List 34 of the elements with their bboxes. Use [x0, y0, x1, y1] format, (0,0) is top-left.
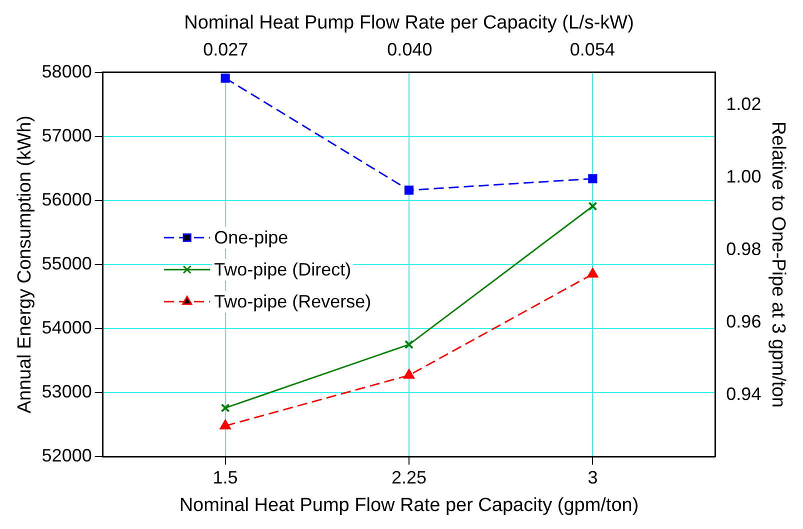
x-tick-label: 3 [588, 467, 598, 488]
point [404, 186, 414, 195]
x2-tick-label: 0.027 [203, 40, 248, 60]
y-tick-label: 58000 [42, 61, 92, 82]
y2-axis-title: Relative to One-Pipe at 3 gpm/ton [767, 121, 788, 408]
x-axis-title: Nominal Heat Pump Flow Rate per Capacity (gpm/ton) [179, 494, 639, 516]
y2-tick-label: 0.96 [726, 311, 762, 332]
x-tick-label: 1.5 [212, 467, 238, 488]
y2-tick-label: 0.94 [726, 384, 762, 404]
point [587, 268, 598, 278]
point [220, 420, 231, 430]
point [588, 174, 598, 184]
y-tick-label: 56000 [42, 189, 92, 210]
point [220, 403, 230, 412]
y-tick-label: 55000 [42, 253, 92, 274]
y2-tick-label: 1.00 [726, 166, 762, 186]
legend-label: Two-pipe (Reverse) [214, 292, 372, 312]
y-axis-title: Annual Energy Consumption (kWh) [14, 116, 36, 414]
point [404, 340, 414, 350]
x2-tick-label: 0.040 [387, 40, 432, 60]
x-tick-label: 2.25 [391, 467, 427, 488]
y-tick-label: 54000 [42, 318, 92, 338]
y-tick-label: 57000 [42, 125, 92, 146]
point [220, 74, 230, 83]
y2-tick-label: 1.02 [726, 94, 762, 114]
legend-label: One-pipe [214, 228, 288, 248]
legend-label: Two-pipe (Direct) [214, 260, 352, 280]
y2-tick-label: 0.98 [726, 238, 762, 259]
x2-axis-title: Nominal Heat Pump Flow Rate per Capacity (L/s-kW) [184, 12, 634, 34]
y-tick-label: 52000 [42, 446, 92, 466]
y-tick-label: 53000 [42, 382, 92, 402]
point [588, 202, 598, 211]
point [404, 369, 414, 379]
x2-tick-label: 0.054 [570, 40, 615, 60]
